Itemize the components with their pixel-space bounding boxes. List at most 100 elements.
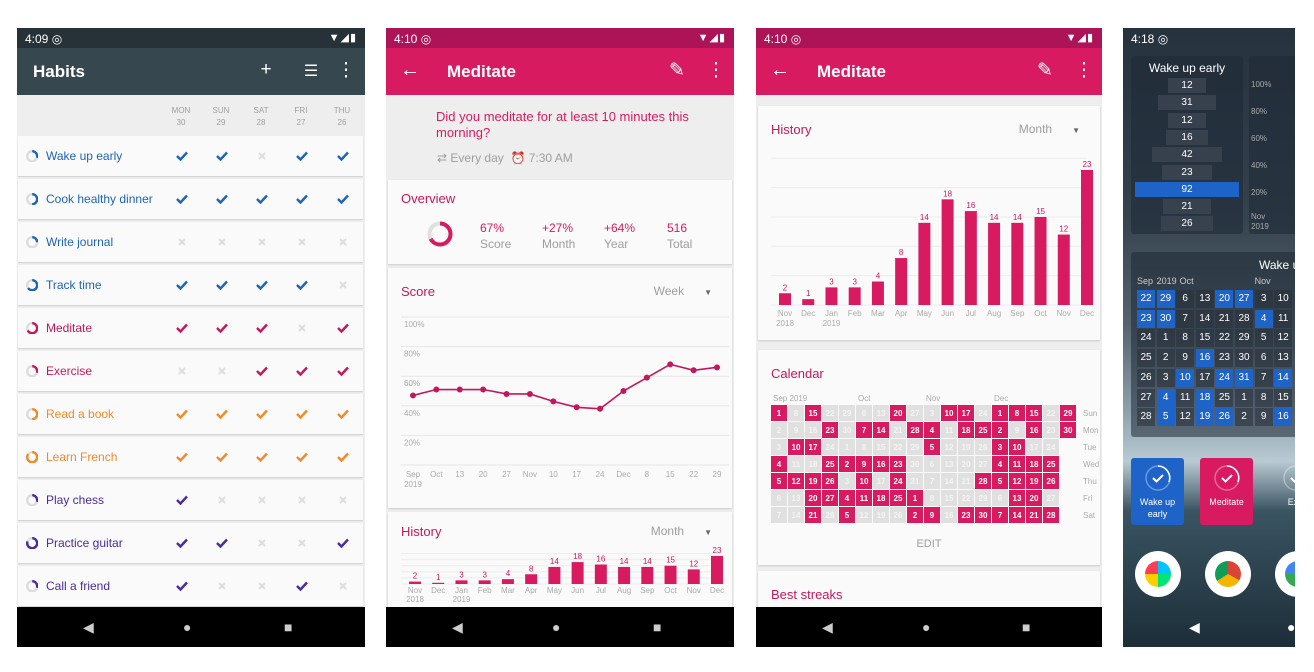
check-icon[interactable] — [174, 493, 190, 507]
calendar-day-checked[interactable] — [1009, 456, 1025, 472]
calendar-day-checked[interactable] — [992, 439, 1008, 455]
calendar-day-checked[interactable]: 20 — [1215, 290, 1234, 308]
habit-row[interactable]: Play chess — [18, 480, 363, 520]
calendar-day[interactable] — [771, 422, 787, 438]
calendar-day[interactable]: 6 — [1254, 349, 1273, 368]
habit-row[interactable]: Meditate — [18, 308, 363, 348]
check-icon[interactable] — [335, 450, 351, 464]
check-icon[interactable] — [174, 321, 190, 335]
x-icon[interactable] — [214, 493, 230, 507]
calendar-day[interactable] — [856, 507, 872, 523]
calendar-day-checked[interactable] — [856, 456, 872, 472]
calendar-day[interactable]: 2 — [1156, 349, 1175, 368]
calendar-day-checked[interactable] — [958, 507, 974, 523]
calendar-day-checked[interactable] — [958, 422, 974, 438]
calendar-day[interactable]: 12 — [1274, 329, 1293, 348]
calendar-day-checked[interactable] — [992, 507, 1008, 523]
calendar-day-checked[interactable] — [856, 422, 872, 438]
calendar-day-checked[interactable]: 18 — [1195, 388, 1214, 407]
check-icon[interactable] — [214, 278, 230, 292]
calendar-day[interactable]: 6 — [1176, 290, 1195, 308]
calendar-day-checked[interactable] — [924, 439, 940, 455]
calendar-day-checked[interactable] — [771, 456, 787, 472]
calendar-day-checked[interactable] — [1009, 405, 1025, 421]
calendar-day[interactable] — [924, 490, 940, 506]
calendar-day-checked[interactable] — [941, 405, 957, 421]
calendar-day-checked[interactable] — [975, 422, 991, 438]
calendar-day-checked[interactable] — [822, 456, 838, 472]
calendar-day-checked[interactable] — [890, 473, 906, 489]
calendar-day[interactable] — [1009, 422, 1025, 438]
calendar-day[interactable] — [924, 473, 940, 489]
calendar-day-checked[interactable] — [839, 456, 855, 472]
calendar-day[interactable]: 7 — [1254, 368, 1273, 387]
calendar-day-checked[interactable]: 29 — [1156, 290, 1175, 308]
back-arrow-icon[interactable]: ← — [770, 59, 790, 81]
calendar-day-checked[interactable] — [856, 490, 872, 506]
calendar-day-checked[interactable] — [856, 473, 872, 489]
calendar-day[interactable] — [941, 422, 957, 438]
x-icon[interactable] — [294, 536, 310, 550]
edit-button[interactable]: EDIT — [916, 538, 942, 550]
calendar-day[interactable]: 27 — [1137, 388, 1155, 407]
calendar-day-checked[interactable] — [1043, 456, 1059, 472]
calendar-day-checked[interactable] — [1009, 439, 1025, 455]
calendar-day-checked[interactable] — [1026, 422, 1042, 438]
habit-name[interactable]: Write journal — [46, 235, 114, 249]
calendar-day[interactable] — [788, 456, 804, 472]
calendar-day-checked[interactable] — [1060, 422, 1076, 438]
home-nav-icon[interactable]: ● — [1287, 619, 1295, 635]
calendar-day[interactable]: 2 — [1235, 408, 1253, 427]
calendar-day-checked[interactable] — [890, 490, 906, 506]
calendar-day-checked[interactable] — [822, 490, 838, 506]
check-icon[interactable] — [174, 579, 190, 593]
check-icon[interactable] — [254, 278, 270, 292]
habit-row[interactable]: Cook healthy dinner — [18, 179, 363, 219]
calendar-day-checked[interactable]: 16 — [1195, 349, 1214, 368]
habit-row[interactable]: Wake up early — [18, 136, 363, 176]
calendar-day-checked[interactable] — [822, 473, 838, 489]
calendar-day-checked[interactable] — [1026, 507, 1042, 523]
calendar-day[interactable]: 26 — [1137, 368, 1155, 387]
edit-icon[interactable]: ✎ — [1037, 60, 1053, 81]
x-icon[interactable] — [254, 536, 270, 550]
x-icon[interactable] — [174, 235, 190, 249]
recents-nav-icon[interactable]: ■ — [1022, 619, 1031, 635]
check-icon[interactable] — [174, 407, 190, 421]
check-icon[interactable] — [254, 407, 270, 421]
calendar-day[interactable] — [873, 439, 889, 455]
calendar-day[interactable] — [771, 439, 787, 455]
check-icon[interactable] — [294, 450, 310, 464]
check-icon[interactable] — [294, 407, 310, 421]
calendar-day-checked[interactable] — [873, 422, 889, 438]
x-icon[interactable] — [254, 493, 270, 507]
check-icon[interactable] — [254, 450, 270, 464]
habit-row[interactable]: Read a book — [18, 394, 363, 434]
calendar-day-checked[interactable]: 24 — [1215, 368, 1234, 387]
x-icon[interactable] — [335, 278, 351, 292]
calendar-day[interactable] — [975, 439, 991, 455]
habit-row[interactable]: Write journal — [18, 222, 363, 262]
calendar-day[interactable]: 22 — [1215, 329, 1234, 348]
x-icon[interactable] — [335, 493, 351, 507]
calendar-day[interactable]: 29 — [1235, 329, 1253, 348]
x-icon[interactable] — [294, 321, 310, 335]
calendar-day[interactable] — [788, 507, 804, 523]
calendar-day[interactable] — [941, 456, 957, 472]
chrome-icon[interactable] — [1205, 551, 1251, 597]
calendar-day[interactable] — [788, 422, 804, 438]
habit-widget[interactable]: Exe — [1269, 458, 1295, 525]
calendar-day[interactable] — [1043, 422, 1059, 438]
calendar-day-checked[interactable] — [1060, 405, 1076, 421]
calendar-day-checked[interactable] — [1009, 490, 1025, 506]
calendar-day[interactable] — [907, 405, 923, 421]
habit-row[interactable]: Call a friend — [18, 566, 363, 606]
play-store-icon[interactable] — [1135, 551, 1181, 597]
habit-name[interactable]: Track time — [46, 278, 102, 292]
calendar-day[interactable]: 24 — [1137, 329, 1155, 348]
calendar-day[interactable] — [941, 490, 957, 506]
calendar-day-checked[interactable] — [805, 507, 821, 523]
calendar-day-checked[interactable] — [839, 490, 855, 506]
habit-name[interactable]: Exercise — [46, 364, 93, 378]
calendar-day[interactable]: 23 — [1215, 349, 1234, 368]
